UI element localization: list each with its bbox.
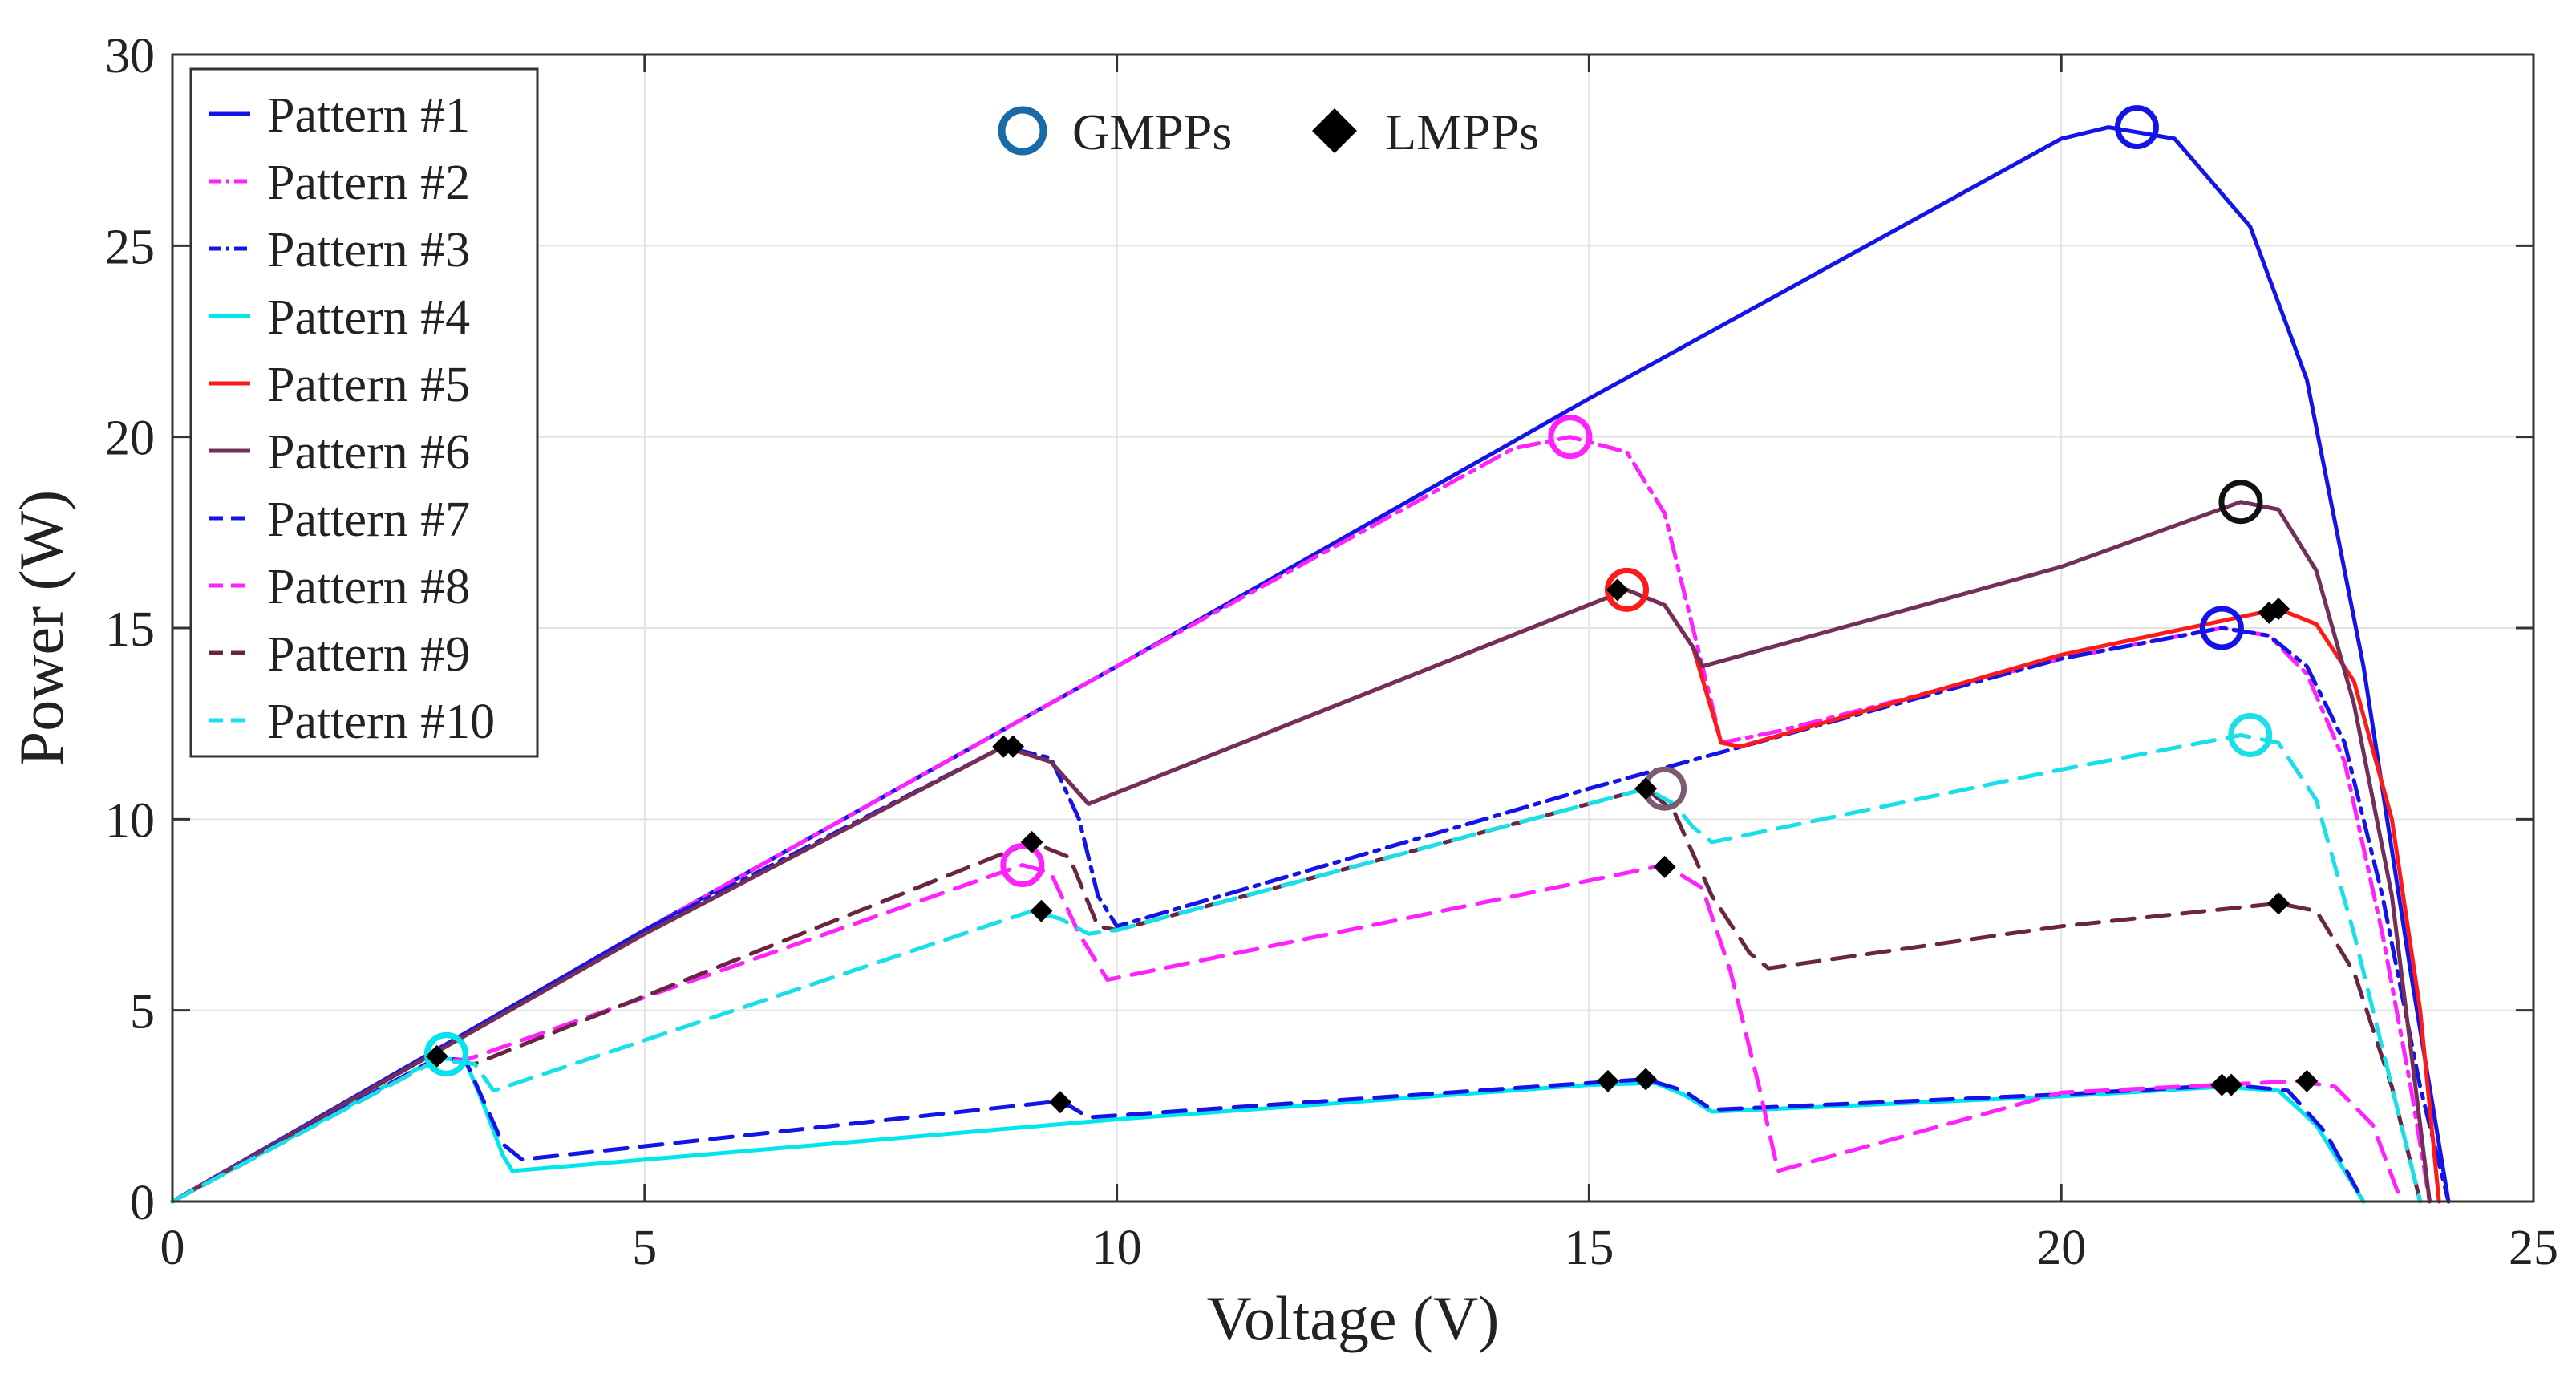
legend-items: Pattern #1 Pattern #2 Pattern #3 Pattern #4… [209,88,495,749]
series-line-pattern-2 [170,435,2432,1204]
y-tick-label: 5 [130,985,155,1040]
gmpp-legend-label: GMPPs [1072,103,1232,160]
lmpp-marker-13 [1634,1068,1658,1091]
legend-frame [189,67,539,758]
lmpp-marker-10 [2267,892,2290,915]
x-tick-label: 20 [2036,1221,2086,1275]
y-tick-label: 15 [105,602,155,657]
y-tick-label: 20 [105,411,155,466]
marker-layer [424,105,2319,1114]
gmpp-marker-10 [424,1031,469,1076]
gmpp-marker-8 [1000,843,1045,888]
series-layer [170,125,2451,1204]
y-tick-label: 10 [105,793,155,848]
lmpp-marker-12 [1596,1069,1619,1092]
gmpp-marker-5 [2199,606,2244,650]
lmpp-marker-16 [2295,1069,2319,1092]
lmpp-marker-2 [1002,735,1025,758]
lmpp-marker-17 [425,1044,448,1068]
x-tick-label: 0 [160,1221,185,1275]
gmpp-marker-3 [2218,480,2263,525]
y-tick-label: 30 [105,29,155,83]
gmpp-legend-icon [998,106,1047,156]
legend-label-pattern-9: Pattern #9 [267,627,470,682]
series-line-pattern-7 [170,1056,2366,1204]
lmpp-marker-7 [1020,830,1043,853]
x-tick-label: 5 [632,1221,657,1275]
legend-label-pattern-2: Pattern #2 [267,156,470,210]
legend-label-pattern-5: Pattern #5 [267,358,470,412]
lmpp-legend-icon [1312,108,1357,153]
series-line-pattern-1 [170,125,2451,1204]
lmpp-marker-3 [1606,578,1629,602]
grid [172,55,2533,1202]
x-axis-label: Voltage (V) [1207,1283,1500,1353]
legend: Pattern #1 Pattern #2 Pattern #3 Pattern #4… [189,67,539,758]
y-axis-label: Power (W) [6,490,76,766]
legend-label-pattern-1: Pattern #1 [267,88,470,143]
legend-label-pattern-8: Pattern #8 [267,560,470,614]
marker-legend: GMPPs LMPPs [998,103,1539,160]
lmpp-marker-15 [2220,1073,2243,1096]
y-tick-label: 25 [105,220,155,274]
y-tick-label: 0 [130,1176,155,1230]
lmpp-marker-5 [2267,598,2290,621]
legend-label-pattern-4: Pattern #4 [267,290,470,345]
x-tick-label: 25 [2509,1221,2558,1275]
lmpp-marker-9 [1030,899,1053,922]
gmpp-marker-1 [2114,105,2159,150]
axis-ticks: 0 5 10 15 20 25 0 5 10 15 20 25 30 [105,29,2558,1275]
x-tick-label: 10 [1092,1221,1142,1275]
lmpp-marker-8 [1653,855,1676,878]
lmpp-legend-label: LMPPs [1385,103,1539,160]
lmpp-marker-6 [1634,777,1658,800]
legend-label-pattern-3: Pattern #3 [267,223,470,278]
gmpp-marker-6 [2228,712,2273,757]
legend-label-pattern-7: Pattern #7 [267,492,470,547]
legend-label-pattern-6: Pattern #6 [267,425,470,480]
lmpp-marker-11 [1048,1091,1071,1114]
series-line-pattern-6 [170,500,2432,1204]
x-tick-label: 15 [1564,1221,1614,1275]
gmpp-marker-2 [1548,415,1593,460]
legend-label-pattern-10: Pattern #10 [267,695,495,749]
series-line-pattern-9 [170,786,2423,1204]
